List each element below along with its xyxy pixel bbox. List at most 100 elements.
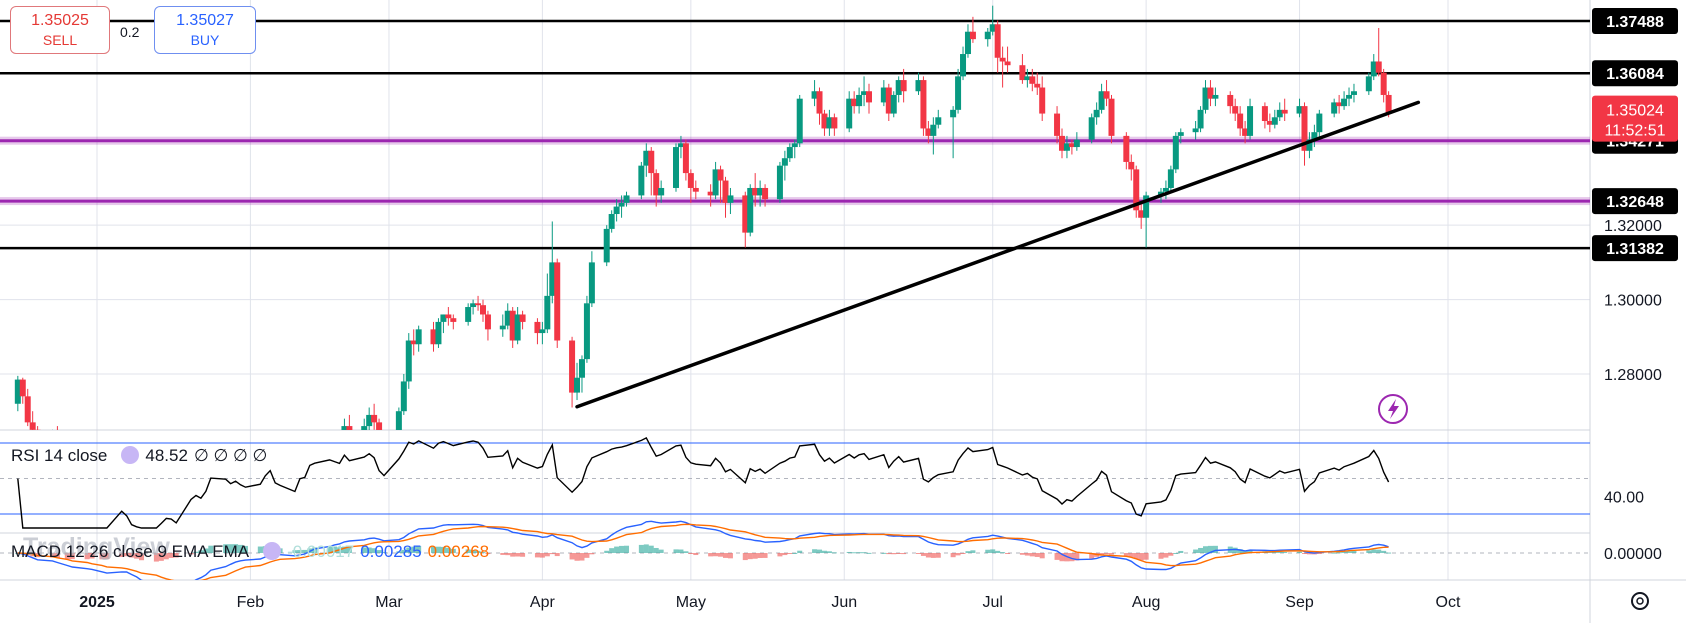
candle (400, 374, 407, 415)
candle (1024, 68, 1031, 88)
candle (228, 493, 234, 519)
x-tick-label: Sep (1285, 594, 1314, 611)
candle-body (1138, 210, 1145, 218)
cycle-icon[interactable] (121, 446, 140, 464)
candle (1341, 91, 1348, 110)
candle (964, 24, 971, 58)
x-tick-label: Feb (237, 594, 265, 611)
candle-body (950, 109, 957, 118)
macd-histogram-bar (341, 546, 347, 553)
candle (410, 329, 417, 356)
macd-histogram-bar (673, 549, 679, 553)
candle (712, 161, 719, 200)
sell-button[interactable]: 1.35025 SELL (10, 6, 110, 54)
macd-histogram-bar (416, 545, 422, 553)
candle (208, 478, 214, 538)
candle (925, 121, 932, 144)
candle (722, 176, 729, 218)
candle (747, 184, 754, 237)
candle-body (964, 31, 971, 55)
candle (1365, 72, 1372, 95)
macd-histogram-bar (787, 553, 793, 554)
candle (1306, 132, 1313, 159)
macd-histogram-bar (817, 549, 823, 553)
candle (153, 586, 159, 623)
candle-body (1197, 109, 1204, 129)
candle-body (124, 471, 130, 493)
candle-body (332, 445, 338, 449)
sell-label: SELL (42, 32, 78, 48)
candle (1123, 132, 1130, 170)
macd-histogram-bar (589, 553, 595, 555)
macd-histogram-bar (727, 553, 733, 559)
candle (514, 307, 521, 345)
candle (1039, 76, 1046, 122)
candle-body (1311, 132, 1318, 140)
macd-histogram-bar (470, 550, 476, 553)
macd-histogram-bar (886, 553, 892, 555)
price-tick-label: 1.32000 (1604, 218, 1662, 235)
macd-legend[interactable]: TradingView MACD 12 26 close 9 EMA EMA -0… (11, 533, 495, 562)
macd-histogram-bar (297, 550, 303, 553)
macd-histogram-bar (168, 553, 174, 558)
candle-body (846, 98, 853, 129)
candle-body (811, 91, 818, 99)
macd-histogram-bar (431, 546, 437, 553)
candle-body (163, 582, 169, 593)
macd-histogram-bar (158, 553, 164, 561)
candle (1088, 113, 1095, 144)
macd-histogram-bar (544, 553, 550, 557)
candle (648, 147, 655, 196)
macd-histogram-bar (1336, 552, 1342, 554)
level-label-box (1592, 188, 1678, 215)
macd-histogram-bar (915, 553, 921, 554)
macd-histogram-bar (1069, 553, 1075, 562)
candle (826, 109, 833, 136)
candle-body (450, 318, 457, 322)
candle (519, 310, 526, 330)
candle (574, 362, 581, 401)
macd-histogram-bar (1089, 553, 1095, 559)
candle (1266, 113, 1273, 133)
macd-histogram-bar (1277, 551, 1283, 553)
candle-body (302, 500, 308, 504)
rsi-extra: ∅ ∅ ∅ ∅ (193, 446, 268, 465)
candle (643, 143, 650, 177)
macd-histogram-bar (1212, 545, 1218, 553)
level-label-text: 1.37488 (1606, 14, 1664, 31)
candle-body (341, 426, 348, 430)
candle-body (890, 94, 897, 114)
macd-histogram-bar (1272, 551, 1278, 553)
macd-histogram-bar (1371, 549, 1377, 553)
macd-histogram-bar (950, 553, 956, 558)
macd-histogram-bar (119, 553, 125, 557)
macd-histogram-bar (658, 549, 664, 553)
candle (895, 76, 902, 103)
macd-histogram-bar (129, 553, 135, 558)
candle (1316, 109, 1323, 140)
candle (603, 225, 610, 267)
candle (509, 307, 516, 348)
candle-body (233, 504, 239, 511)
macd-histogram-bar (139, 553, 145, 561)
macd-hist-value: -0.00017 (287, 542, 355, 561)
candle (119, 463, 125, 511)
lightning-icon (1378, 394, 1408, 424)
buy-button[interactable]: 1.35027 BUY (154, 6, 256, 54)
macd-histogram-bar (985, 549, 991, 553)
macd-histogram-bar (1123, 553, 1129, 556)
candle-body (371, 414, 378, 423)
candle (1133, 165, 1140, 218)
rsi-legend[interactable]: RSI 14 close 48.52 ∅ ∅ ∅ ∅ (11, 446, 273, 466)
candle (1237, 106, 1244, 136)
candle-body (826, 117, 833, 129)
macd-histogram-bar (846, 551, 852, 553)
cycle-icon[interactable] (263, 542, 282, 560)
candle (366, 407, 373, 430)
macd-histogram-bar (401, 549, 407, 553)
candle (14, 375, 21, 412)
candle-body (1172, 135, 1179, 170)
candle (1063, 135, 1070, 159)
macd-histogram-bar (960, 553, 966, 554)
